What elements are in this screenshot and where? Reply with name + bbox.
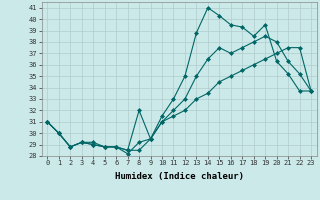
- X-axis label: Humidex (Indice chaleur): Humidex (Indice chaleur): [115, 172, 244, 181]
